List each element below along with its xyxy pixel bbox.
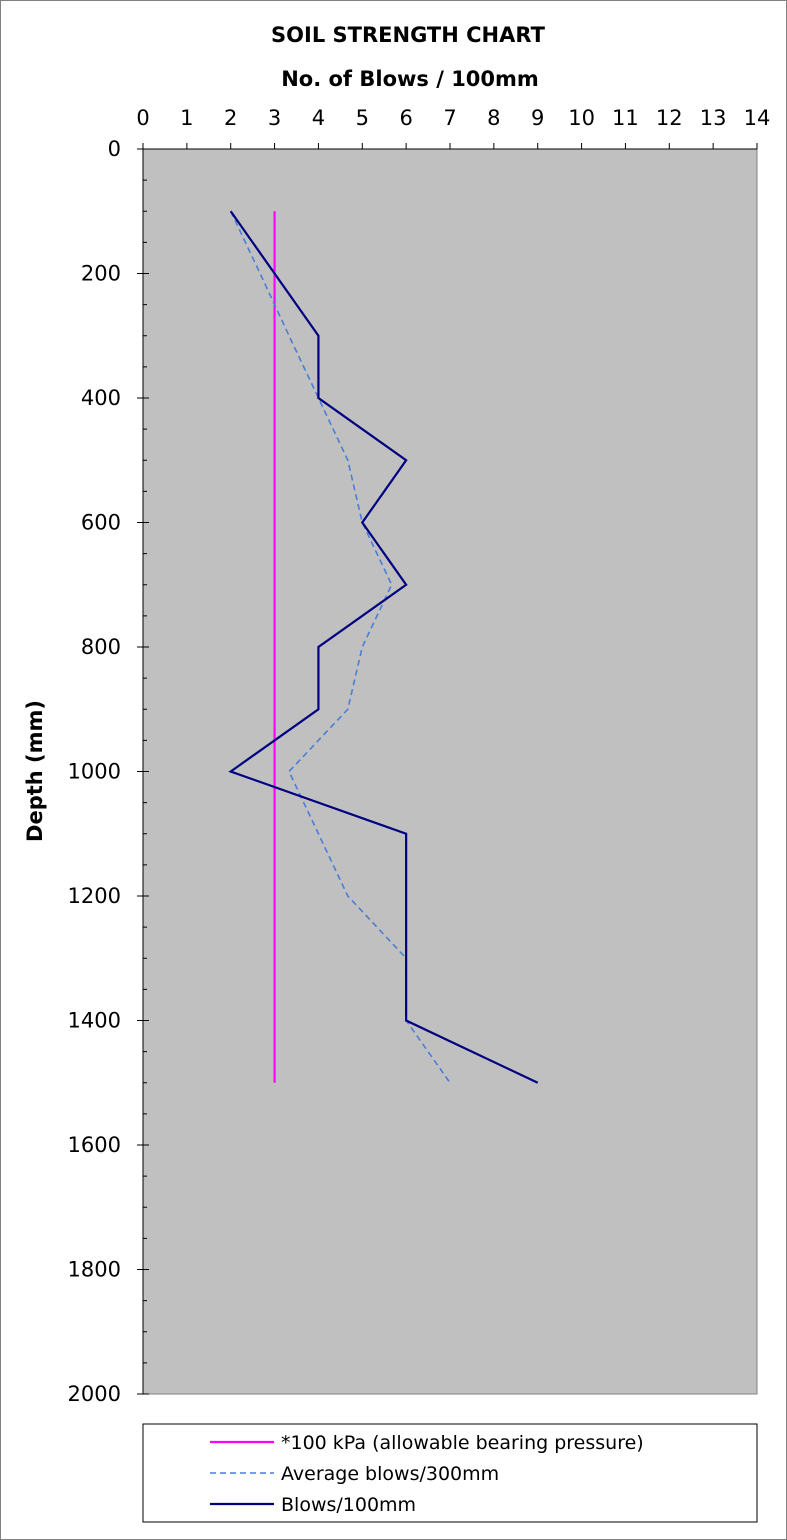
x-tick-label: 14 [744,106,771,130]
x-tick-label: 7 [443,106,456,130]
legend-label-allowable-pressure: *100 kPa (allowable bearing pressure) [281,1432,644,1454]
chart-title: SOIL STRENGTH CHART [271,23,546,47]
x-tick-label: 3 [268,106,281,130]
x-tick-label: 2 [224,106,237,130]
x-tick-label: 12 [656,106,683,130]
x-tick-label: 5 [356,106,369,130]
x-tick-label: 1 [180,106,193,130]
y-tick-label: 600 [81,511,121,535]
x-axis-label: No. of Blows / 100mm [281,67,539,91]
y-tick-label: 2000 [68,1382,121,1406]
x-tick-label: 4 [312,106,325,130]
x-tick-label: 9 [531,106,544,130]
y-tick-label: 1800 [68,1258,121,1282]
x-tick-label: 13 [700,106,727,130]
plot-area [142,148,758,1395]
y-tick-label: 200 [81,262,121,286]
series-line-average-blows-300mm [229,210,451,1084]
x-tick-label: 0 [136,106,149,130]
axes: 0 1 2 3 4 5 6 7 8 9 10 11 12 13 1402004006008001000120… [68,106,771,1406]
series-layer [228,210,539,1084]
x-tick-label: 11 [612,106,639,130]
y-tick-label: 400 [81,386,121,410]
x-tick-label: 10 [568,106,595,130]
x-tick-label: 6 [399,106,412,130]
series-line-blows-100mm [228,210,539,1084]
y-axis-label: Depth (mm) [23,700,47,842]
y-tick-label: 1000 [68,760,121,784]
legend: *100 kPa (allowable bearing pressure) Av… [142,1423,758,1523]
y-tick-label: 800 [81,635,121,659]
x-tick-label: 8 [487,106,500,130]
y-tick-label: 0 [108,137,121,161]
y-tick-label: 1600 [68,1133,121,1157]
legend-label-blows-100mm: Blows/100mm [281,1494,416,1516]
legend-label-average-blows: Average blows/300mm [281,1463,499,1485]
y-tick-label: 1200 [68,884,121,908]
y-tick-label: 1400 [68,1009,121,1033]
